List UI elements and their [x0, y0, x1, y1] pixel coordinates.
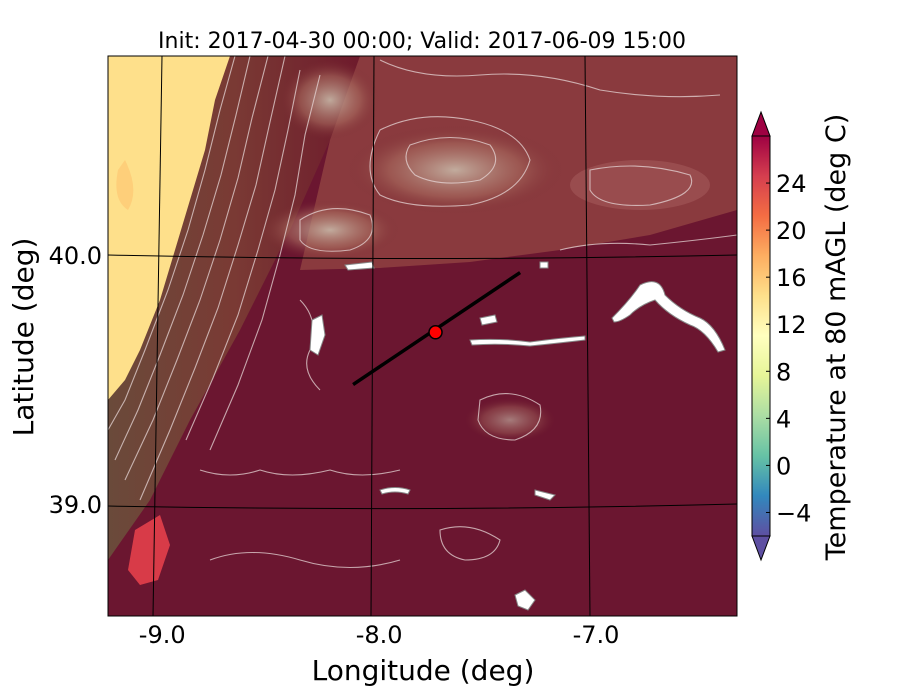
meridian-line — [370, 56, 375, 616]
colorbar-extend-min — [751, 535, 771, 562]
x-axis-label: Longitude (deg) — [312, 654, 535, 687]
colorbar-label: Temperature at 80 mAGL (deg C) — [821, 114, 852, 562]
x-tick-label: -8.0 — [356, 621, 403, 649]
parallel-line — [108, 254, 737, 259]
contour-line — [114, 56, 251, 461]
mountain-ridge-east — [570, 160, 710, 210]
missing-data-patch — [309, 314, 326, 356]
contour-line — [299, 208, 374, 252]
contour-lines — [108, 56, 737, 568]
contour-line — [439, 526, 501, 561]
contour-line — [589, 165, 693, 206]
contour-line — [139, 56, 286, 501]
contour-line — [124, 56, 269, 481]
colorbar-tick-label: −4 — [776, 499, 811, 527]
colorbar-tick-label: 0 — [776, 452, 791, 480]
missing-data-patch — [379, 487, 411, 495]
colorbar-extend-max — [751, 110, 771, 137]
inland-ocean-contour — [116, 160, 134, 210]
parallel-line — [108, 503, 737, 510]
mountain-ridge-upper — [345, 125, 565, 215]
chart-title: Init: 2017-04-30 00:00; Valid: 2017-06-0… — [158, 29, 686, 54]
colorbar-ticks: 24 20 16 12 8 4 0 −4 — [766, 170, 811, 527]
missing-data-patch — [344, 261, 375, 271]
x-axis-ticks: -9.0 -8.0 -7.0 — [139, 621, 620, 649]
x-tick-label: -9.0 — [139, 621, 186, 649]
contour-line — [405, 136, 497, 184]
contour-line — [369, 116, 531, 207]
colorbar-tick-label: 8 — [776, 358, 791, 386]
colorbar-tick-label: 4 — [776, 405, 791, 433]
missing-data-patch — [479, 314, 498, 326]
x-tick-label: -7.0 — [573, 621, 620, 649]
colorbar-tick-label: 20 — [776, 217, 807, 245]
contour-line — [185, 69, 301, 441]
map-frame — [107, 55, 738, 617]
colorbar-tick-label: 16 — [776, 264, 807, 292]
contour-line — [209, 74, 321, 451]
missing-data-patch — [539, 261, 549, 269]
colorbar-tick-label: 12 — [776, 311, 807, 339]
missing-data-patch — [611, 281, 726, 353]
missing-data-patch — [534, 489, 556, 501]
contour-line — [108, 56, 236, 431]
point-marker — [428, 325, 443, 340]
y-axis-ticks: 40.0 39.0 — [49, 242, 102, 519]
missing-data-patch — [469, 335, 586, 347]
coastal-hotspot — [128, 515, 170, 585]
missing-data-patches — [309, 261, 726, 611]
contour-line — [477, 393, 542, 441]
missing-data-patch — [514, 589, 536, 611]
colorbar-body — [751, 135, 771, 537]
y-tick-label: 39.0 — [49, 491, 102, 519]
contour-line — [379, 59, 721, 98]
contour-line — [199, 469, 401, 476]
y-axis-label: Latitude (deg) — [7, 238, 40, 437]
y-tick-label: 40.0 — [49, 242, 102, 270]
grid-lines — [108, 56, 737, 616]
mountain-ridge-lower — [260, 200, 400, 260]
mountain-ridge-north — [280, 60, 380, 140]
meridian-line — [152, 56, 163, 616]
coastal-ocean — [108, 56, 230, 400]
temperature-map — [108, 56, 737, 616]
meridian-line — [584, 56, 591, 616]
contour-line — [559, 234, 737, 251]
colorbar-tick-label: 24 — [776, 170, 807, 198]
colorbar: 24 20 16 12 8 4 0 −4 — [751, 110, 811, 562]
